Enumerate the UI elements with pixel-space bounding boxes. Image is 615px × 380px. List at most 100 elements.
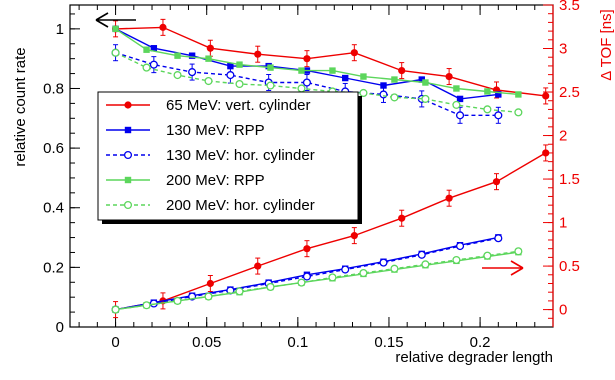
legend-label: 130 MeV: RPP bbox=[166, 122, 265, 139]
series-line-4 bbox=[115, 52, 519, 113]
data-point bbox=[150, 45, 158, 52]
legend-box bbox=[97, 91, 359, 221]
legend-marker bbox=[124, 176, 132, 184]
data-point bbox=[111, 305, 120, 314]
x-tick-label: 0 bbox=[111, 334, 119, 351]
data-point bbox=[159, 23, 167, 31]
data-point bbox=[398, 66, 406, 75]
y-right-axis-label: Δ TOF [ns] bbox=[598, 9, 615, 80]
data-point bbox=[380, 82, 387, 89]
data-point bbox=[514, 247, 523, 256]
data-point bbox=[360, 73, 367, 80]
data-point bbox=[188, 68, 197, 77]
data-point bbox=[483, 251, 492, 260]
data-point bbox=[418, 76, 425, 83]
y-left-tick-label: 0.6 bbox=[43, 140, 64, 157]
data-point bbox=[204, 76, 213, 86]
data-point bbox=[111, 48, 120, 57]
data-point bbox=[205, 55, 212, 62]
data-point bbox=[484, 88, 491, 95]
series-line-0 bbox=[115, 26, 546, 97]
y-left-tick-label: 1 bbox=[56, 21, 64, 38]
legend-marker bbox=[124, 101, 132, 109]
data-point bbox=[514, 108, 523, 117]
data-point bbox=[206, 279, 214, 288]
data-point bbox=[302, 78, 311, 87]
data-point bbox=[297, 278, 306, 287]
data-point bbox=[303, 55, 311, 63]
data-point bbox=[494, 111, 503, 120]
data-point bbox=[359, 268, 368, 278]
legend-marker bbox=[123, 150, 133, 160]
y-right-tick-label: 2.5 bbox=[559, 84, 580, 101]
x-tick-label: 0.05 bbox=[192, 334, 221, 351]
data-point bbox=[494, 234, 503, 243]
data-point bbox=[266, 81, 275, 90]
data-point bbox=[236, 61, 243, 68]
data-point bbox=[235, 287, 244, 296]
legend-label: 200 MeV: RPP bbox=[166, 172, 265, 189]
data-point bbox=[174, 52, 181, 59]
left-axis-arrow-icon bbox=[95, 12, 136, 28]
data-point bbox=[379, 258, 388, 267]
data-point bbox=[452, 255, 461, 265]
y-right-tick-label: 3.5 bbox=[559, 0, 580, 14]
data-point bbox=[421, 94, 430, 103]
data-point bbox=[143, 46, 150, 53]
x-tick-label: 0.15 bbox=[374, 334, 403, 351]
data-point bbox=[515, 91, 522, 98]
data-point bbox=[422, 79, 429, 86]
data-point bbox=[359, 88, 368, 98]
y-right-tick-label: 0.5 bbox=[559, 258, 580, 275]
data-point bbox=[542, 92, 550, 100]
data-point bbox=[342, 74, 349, 82]
data-point bbox=[445, 72, 453, 81]
y-left-tick-label: 0.2 bbox=[43, 259, 64, 276]
y-left-tick-label: 0.4 bbox=[43, 200, 64, 217]
series-line-9 bbox=[115, 250, 519, 311]
data-point bbox=[341, 265, 350, 274]
data-point bbox=[298, 67, 305, 74]
data-point bbox=[226, 71, 235, 80]
legend-label: 200 MeV: hor. cylinder bbox=[166, 197, 315, 214]
data-point bbox=[266, 282, 275, 292]
data-point bbox=[302, 272, 311, 281]
data-point bbox=[398, 214, 406, 222]
y-right-tick-label: 0 bbox=[559, 302, 567, 319]
data-point bbox=[328, 273, 337, 282]
data-point bbox=[254, 262, 262, 270]
data-point bbox=[350, 232, 358, 240]
y-right-tick-label: 3 bbox=[559, 41, 567, 58]
data-point bbox=[188, 52, 196, 59]
data-point bbox=[142, 301, 151, 310]
data-point bbox=[350, 49, 358, 57]
y-right-tick-label: 1.5 bbox=[559, 171, 580, 188]
right-axis-arrow-icon bbox=[482, 260, 524, 276]
data-point bbox=[173, 296, 182, 305]
y-right-tick-label: 2 bbox=[559, 128, 567, 145]
data-point bbox=[142, 63, 151, 72]
data-point bbox=[542, 149, 550, 157]
series-line-3 bbox=[115, 28, 519, 96]
x-axis-label: relative degrader length bbox=[395, 349, 553, 366]
data-point bbox=[455, 111, 465, 120]
data-point bbox=[453, 85, 460, 92]
y-right-tick-label: 1 bbox=[559, 215, 567, 232]
y-left-tick-label: 0.8 bbox=[43, 80, 64, 97]
data-point bbox=[267, 64, 274, 71]
data-point bbox=[495, 91, 502, 98]
data-point bbox=[329, 67, 336, 74]
data-point bbox=[390, 93, 399, 102]
data-point bbox=[391, 76, 398, 83]
series-line-5 bbox=[115, 152, 547, 311]
data-point bbox=[227, 62, 234, 70]
y-left-tick-label: 0 bbox=[56, 319, 64, 336]
data-point bbox=[492, 178, 501, 186]
data-point bbox=[452, 100, 461, 109]
legend-label: 130 MeV: hor. cylinder bbox=[166, 147, 315, 164]
legend-marker bbox=[124, 126, 132, 134]
y-left-axis-label: relative count rate bbox=[12, 47, 29, 166]
data-point bbox=[254, 50, 262, 58]
